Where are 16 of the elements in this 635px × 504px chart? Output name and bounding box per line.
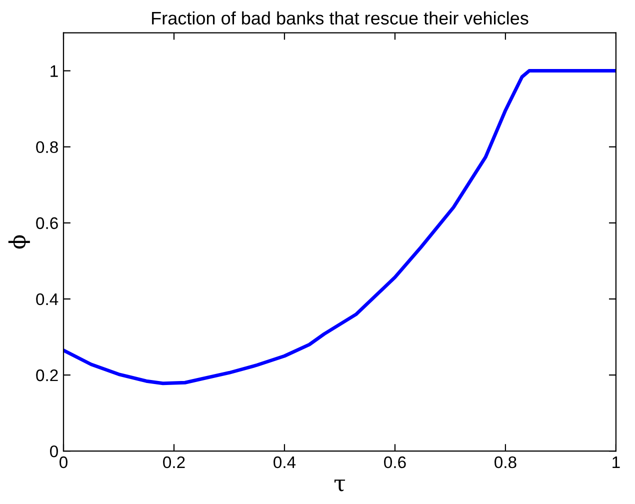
y-tick-label: 0 (50, 445, 58, 458)
x-tick-label: 0.6 (384, 456, 406, 468)
y-tick-label: 1 (50, 65, 58, 77)
y-tick-label: 0.6 (36, 217, 58, 230)
y-axis-title: ϕ (8, 235, 30, 249)
x-tick-label: 0.2 (163, 456, 185, 468)
x-tick-label: 1 (612, 456, 620, 468)
y-tick-label: 0.4 (36, 293, 58, 306)
x-tick-label: 0 (60, 456, 68, 468)
chart-title: Fraction of bad banks that rescue their vehicles (152, 11, 528, 25)
y-tick-label: 0.8 (36, 141, 58, 154)
y-tick-label: 0.2 (36, 369, 58, 382)
x-axis-title: τ (334, 480, 346, 492)
line-series (64, 69, 616, 386)
x-tick-label: 0.8 (494, 456, 516, 468)
x-tick-label: 0.4 (274, 456, 296, 468)
